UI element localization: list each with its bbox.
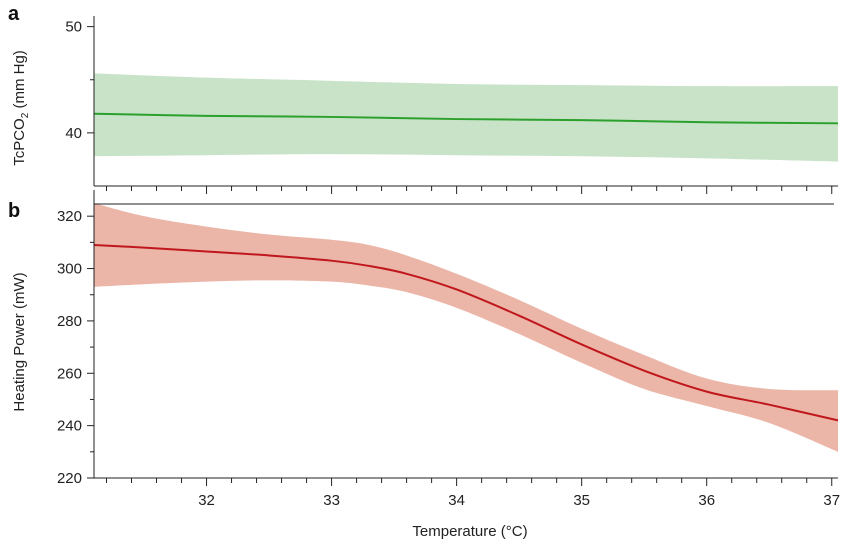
panel-a-ylabel-unit: (mm Hg) <box>11 50 28 113</box>
y-tick-label: 40 <box>65 125 82 142</box>
x-tick-label: 36 <box>698 492 715 509</box>
panel-b-heating-power: b 220 240 260 280 300 320 32 33 34 35 36 37 Heating… <box>8 190 840 540</box>
x-tick-label: 34 <box>448 492 465 509</box>
x-tick-label: 32 <box>198 492 215 509</box>
panel-b-y-axis-label: Heating Power (mW) <box>11 272 28 411</box>
tcpco2-confidence-band <box>94 73 838 162</box>
panel-a-letter: a <box>8 3 20 25</box>
x-axis-label: Temperature (°C) <box>412 523 527 540</box>
panel-a-ylabel-main: TcPCO <box>11 118 28 166</box>
y-tick-label: 260 <box>57 365 82 382</box>
panel-b-letter: b <box>8 200 20 222</box>
tcpco2-mean-line <box>93 112 839 125</box>
y-tick-label: 50 <box>65 19 82 36</box>
y-tick-label: 240 <box>57 418 82 435</box>
panel-a-ticks: 40 50 <box>65 19 833 194</box>
heating-power-mean-line <box>93 243 839 422</box>
x-tick-label: 33 <box>323 492 340 509</box>
x-tick-label: 35 <box>573 492 590 509</box>
y-tick-label: 280 <box>57 313 82 330</box>
y-tick-label: 220 <box>57 470 82 487</box>
y-tick-label: 320 <box>57 208 82 225</box>
panel-b-ticks: 220 240 260 280 300 320 32 33 34 35 36 37 <box>57 208 840 509</box>
y-tick-label: 300 <box>57 261 82 278</box>
panel-a-ylabel-sub: 2 <box>20 112 31 118</box>
x-tick-label: 37 <box>823 492 840 509</box>
panel-a-y-axis-label: TcPCO2 (mm Hg) <box>11 50 31 166</box>
panel-a-tcpco2: a 40 50 TcPCO2 (mm Hg) <box>8 3 839 194</box>
heating-power-confidence-band <box>94 203 838 452</box>
